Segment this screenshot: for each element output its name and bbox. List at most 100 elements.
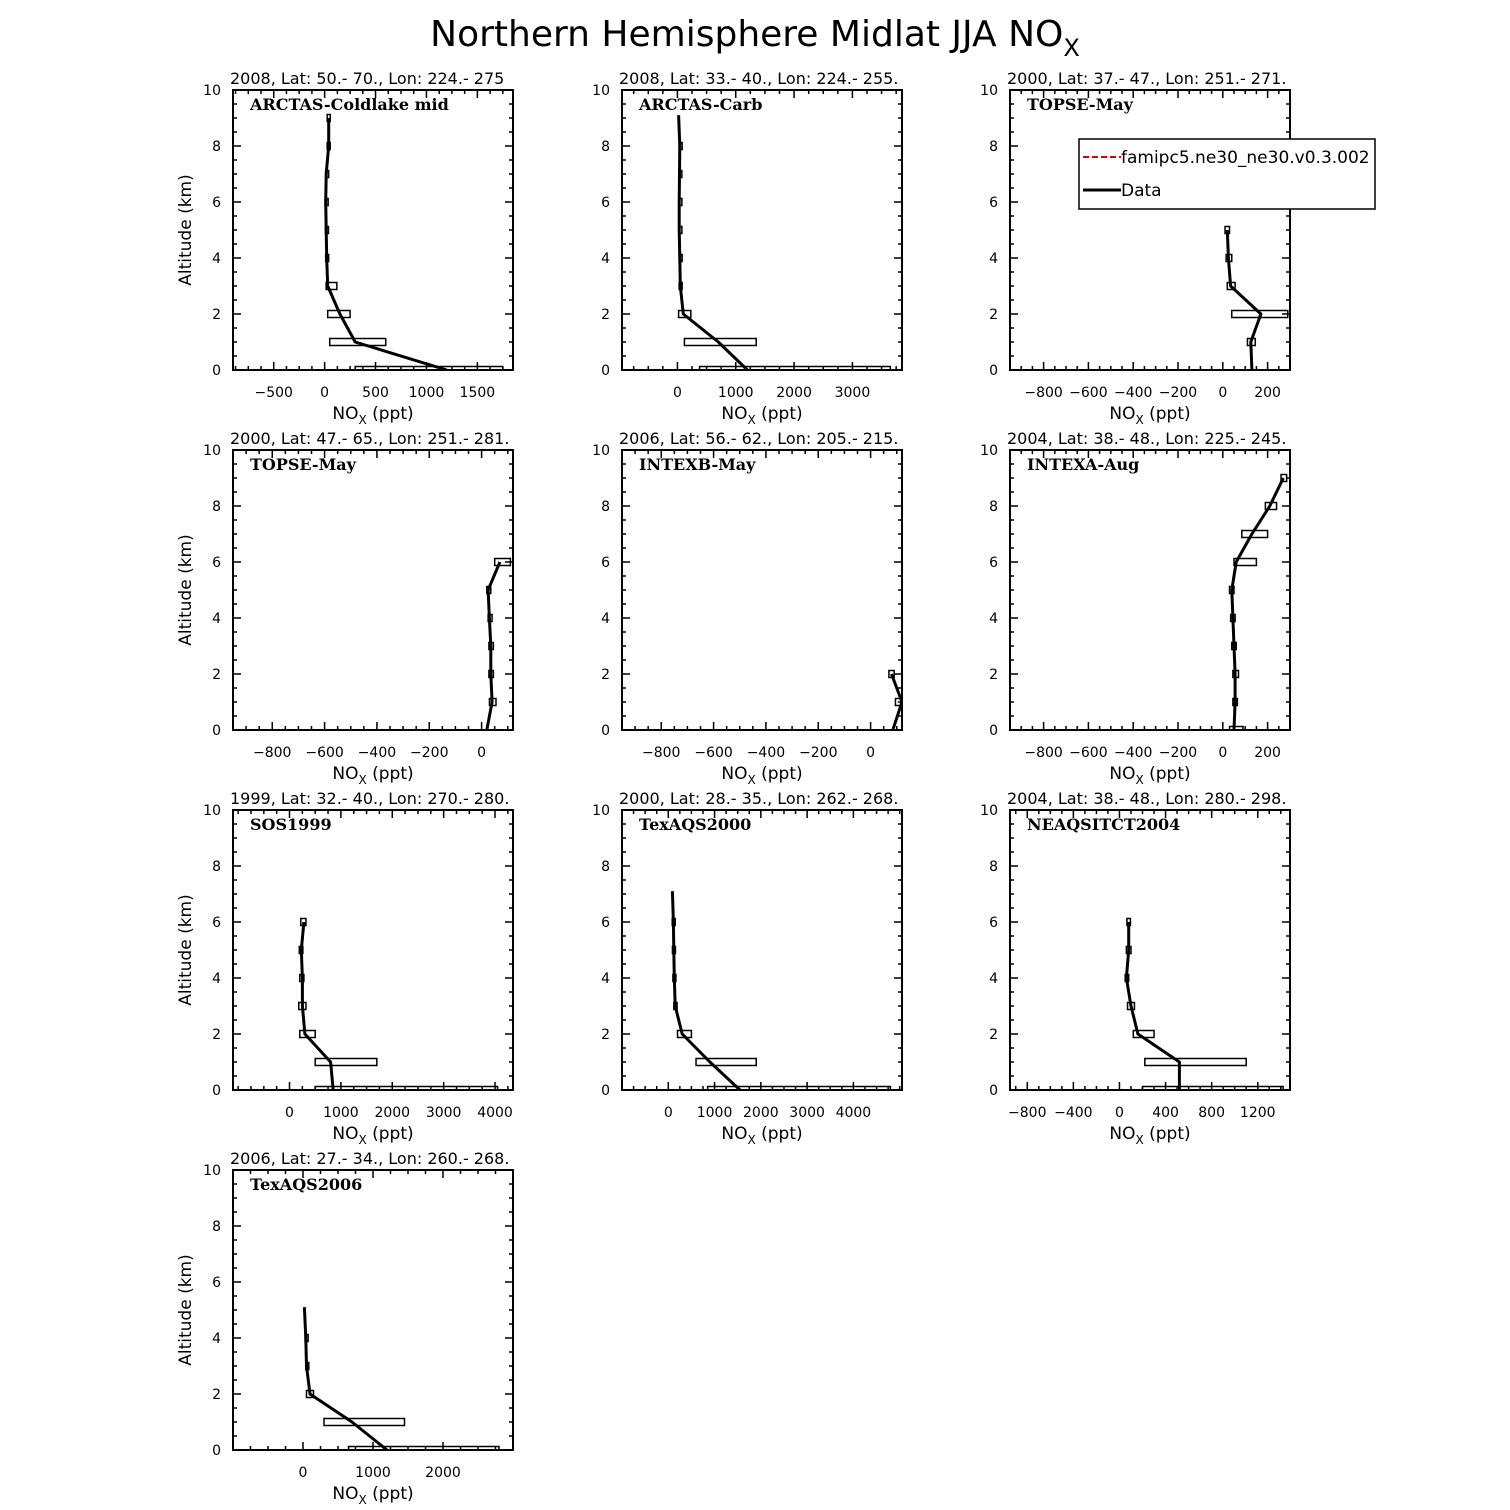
x-tick-label: 3000 — [426, 1105, 462, 1121]
campaign-label: TexAQS2000 — [639, 815, 751, 834]
y-tick-label: 10 — [203, 1163, 221, 1179]
y-tick-label: 6 — [212, 195, 221, 211]
y-axis-label: Altitude (km) — [176, 1254, 196, 1366]
panel-header: 2004, Lat: 38.- 48., Lon: 280.- 298. — [1007, 789, 1286, 808]
y-tick-label: 4 — [989, 971, 998, 987]
y-tick-label: 6 — [989, 555, 998, 571]
x-tick-label: −200 — [1159, 385, 1197, 401]
x-tick-label: 2000 — [425, 1465, 461, 1481]
panel-header: 1999, Lat: 32.- 40., Lon: 270.- 280. — [230, 789, 509, 808]
x-axis-label: NOX (ppt) — [1109, 404, 1190, 427]
y-tick-label: 6 — [989, 195, 998, 211]
x-tick-label: 4000 — [477, 1105, 513, 1121]
y-tick-label: 0 — [601, 363, 610, 379]
y-tick-label: 0 — [601, 723, 610, 739]
x-axis-label: NOX (ppt) — [1109, 1124, 1190, 1147]
data-line — [299, 921, 335, 1090]
y-tick-label: 6 — [989, 915, 998, 931]
y-tick-label: 10 — [203, 803, 221, 819]
panel-5: 2006, Lat: 56.- 62., Lon: 205.- 215. 0 2 4 6… — [592, 429, 903, 787]
plot-area — [324, 113, 504, 370]
spread-box — [314, 1057, 378, 1067]
x-axis-label: NOX (ppt) — [1109, 764, 1190, 787]
spread-box — [695, 1057, 757, 1067]
campaign-label: SOS1999 — [250, 815, 332, 834]
panel-3: 2000, Lat: 37.- 47., Lon: 251.- 271. 0 2 4 6… — [980, 69, 1291, 427]
y-tick-label: 8 — [989, 139, 998, 155]
y-tick-label: 8 — [212, 139, 221, 155]
y-tick-label: 4 — [601, 971, 610, 987]
panel-1: 2008, Lat: 50.- 70., Lon: 224.- 275 0 2 4 6 8… — [176, 69, 514, 427]
campaign-label: NEAQSITCT2004 — [1027, 815, 1180, 834]
y-tick-label: 8 — [601, 859, 610, 875]
panel-6: 2004, Lat: 38.- 48., Lon: 225.- 245. 0 2 4 6… — [980, 429, 1291, 787]
spread-box — [894, 697, 902, 707]
legend-label: famipc5.ne30_ne30.v0.3.002 — [1121, 148, 1370, 168]
y-tick-label: 6 — [601, 915, 610, 931]
y-tick-label: 6 — [212, 915, 221, 931]
y-tick-label: 4 — [989, 251, 998, 267]
campaign-label: TOPSE-May — [250, 455, 357, 474]
spread-box — [698, 365, 892, 370]
plot-area — [1228, 473, 1288, 730]
spread-box — [493, 557, 512, 567]
plot-area — [1224, 225, 1289, 370]
y-tick-label: 2 — [601, 667, 610, 683]
data-line — [1225, 229, 1263, 370]
legend-box — [1078, 138, 1376, 210]
x-tick-label: 0 — [477, 745, 486, 761]
y-axis-label: Altitude (km) — [176, 534, 196, 646]
plot-area — [298, 917, 499, 1090]
y-axis-label: Altitude (km) — [176, 174, 196, 286]
spread-box — [1141, 1085, 1284, 1090]
x-axis-label: NOX (ppt) — [721, 404, 802, 427]
y-tick-label: 8 — [989, 859, 998, 875]
spread-box — [677, 309, 692, 319]
panel-8: 2000, Lat: 28.- 35., Lon: 262.- 268. 0 2 4 6… — [592, 789, 903, 1147]
panel-9: 2004, Lat: 38.- 48., Lon: 280.- 298. 0 2 4 6… — [980, 789, 1291, 1147]
x-tick-label: 0 — [664, 1105, 673, 1121]
data-line — [1124, 922, 1181, 1090]
campaign-label: TOPSE-May — [1027, 95, 1134, 114]
y-tick-label: 10 — [592, 803, 610, 819]
x-axis-label: NOX (ppt) — [332, 1484, 413, 1507]
x-tick-label: 1000 — [697, 1105, 733, 1121]
x-tick-label: 0 — [299, 1465, 308, 1481]
y-tick-label: 0 — [989, 363, 998, 379]
y-tick-label: 2 — [212, 1387, 221, 1403]
panel-header: 2000, Lat: 28.- 35., Lon: 262.- 268. — [619, 789, 898, 808]
campaign-label: ARCTAS-Carb — [638, 95, 762, 114]
y-tick-label: 8 — [212, 499, 221, 515]
x-axis-label: NOX (ppt) — [332, 404, 413, 427]
spread-box — [354, 365, 504, 370]
x-tick-label: −600 — [1069, 745, 1107, 761]
panel-7: 1999, Lat: 32.- 40., Lon: 270.- 280. 0 2 4 6… — [176, 789, 514, 1147]
data-line — [1230, 477, 1285, 730]
y-tick-label: 6 — [212, 1275, 221, 1291]
x-axis-label: NOX (ppt) — [721, 1124, 802, 1147]
data-line — [890, 673, 902, 730]
y-tick-label: 10 — [203, 83, 221, 99]
panel-2: 2008, Lat: 33.- 40., Lon: 224.- 255. 0 2 4 6… — [592, 69, 903, 427]
data-line — [302, 1307, 388, 1450]
x-tick-label: 0 — [1218, 745, 1227, 761]
panel-header: 2008, Lat: 33.- 40., Lon: 224.- 255. — [619, 69, 898, 88]
x-tick-label: 0 — [866, 745, 875, 761]
panel-header: 2006, Lat: 27.- 34., Lon: 260.- 268. — [230, 1149, 509, 1168]
data-line — [670, 891, 742, 1090]
y-tick-label: 2 — [212, 1027, 221, 1043]
x-tick-label: 1000 — [718, 385, 754, 401]
x-tick-label: 1200 — [1240, 1105, 1276, 1121]
panel-10: 2006, Lat: 27.- 34., Lon: 260.- 268. 0 2 4 6… — [176, 1149, 514, 1507]
spread-box — [323, 1417, 406, 1427]
panel-4: 2000, Lat: 47.- 65., Lon: 251.- 281. 0 2 4 6… — [176, 429, 514, 787]
data-line — [485, 561, 502, 730]
y-tick-label: 8 — [601, 139, 610, 155]
x-tick-label: 0 — [1218, 385, 1227, 401]
y-tick-label: 10 — [980, 443, 998, 459]
y-tick-label: 4 — [601, 251, 610, 267]
y-axis-label: Altitude (km) — [176, 894, 196, 1006]
x-tick-label: 3000 — [789, 1105, 825, 1121]
x-tick-label: 4000 — [836, 1105, 872, 1121]
x-tick-label: −400 — [747, 745, 785, 761]
